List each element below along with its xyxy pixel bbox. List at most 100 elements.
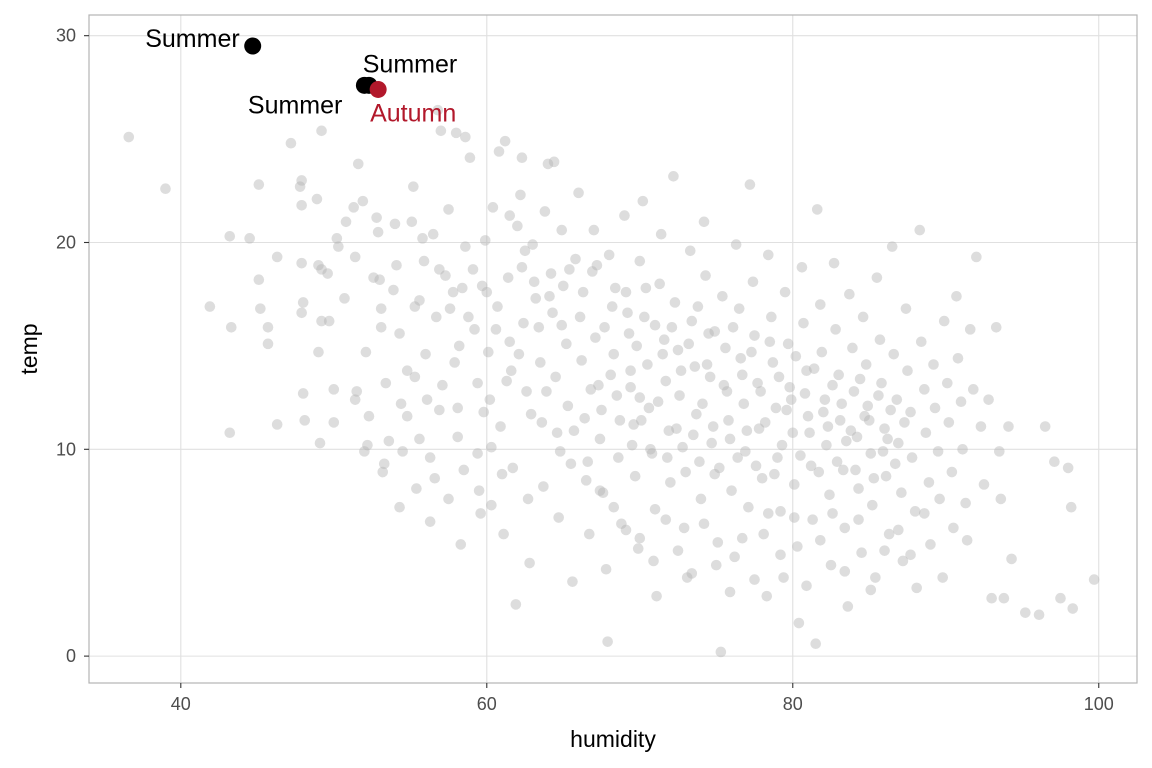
data-point: [389, 218, 401, 230]
data-point: [807, 514, 818, 525]
plot-panel: [89, 15, 1137, 683]
data-point: [753, 423, 765, 434]
data-point: [588, 224, 600, 236]
data-point: [493, 146, 505, 157]
data-point: [516, 152, 528, 163]
data-point: [556, 319, 568, 331]
data-point: [516, 262, 528, 273]
data-point: [262, 321, 274, 333]
data-point: [714, 462, 725, 474]
data-point: [557, 280, 569, 292]
data-point: [296, 199, 307, 211]
data-point: [882, 433, 893, 445]
highlighted-point-autumn: [369, 80, 387, 98]
data-point: [444, 303, 456, 314]
data-point: [590, 332, 601, 343]
data-point: [831, 456, 843, 468]
data-point: [865, 448, 877, 459]
data-point: [432, 104, 444, 116]
data-point: [632, 543, 644, 554]
data-point: [457, 282, 468, 294]
data-point: [902, 365, 913, 377]
data-point: [352, 158, 364, 170]
data-point: [704, 371, 716, 383]
data-point: [634, 532, 646, 544]
data-point: [628, 419, 639, 430]
data-point: [986, 592, 997, 604]
data-point: [885, 404, 896, 416]
data-point: [594, 485, 606, 496]
data-point: [401, 410, 413, 422]
data-point: [417, 233, 428, 244]
data-point: [784, 381, 796, 393]
data-point: [574, 311, 586, 323]
data-point: [674, 390, 685, 401]
data-point: [779, 286, 791, 298]
data-point: [844, 288, 855, 300]
data-point: [720, 342, 731, 354]
data-point: [583, 528, 595, 540]
data-point: [414, 433, 425, 445]
data-point: [225, 321, 237, 333]
data-point: [706, 437, 717, 449]
data-point: [299, 415, 311, 426]
data-point: [296, 257, 307, 269]
data-point: [316, 315, 327, 327]
data-point: [609, 282, 621, 294]
data-point: [707, 421, 719, 432]
data-point: [524, 557, 535, 569]
data-point: [788, 512, 800, 523]
data-point: [905, 549, 916, 561]
data-point: [724, 433, 736, 445]
data-point: [530, 293, 542, 304]
data-point: [447, 286, 459, 298]
data-point: [397, 446, 408, 457]
data-point: [645, 444, 656, 455]
data-point: [689, 361, 701, 372]
data-point: [634, 255, 646, 267]
data-point: [736, 369, 748, 381]
data-point: [561, 338, 572, 350]
data-point: [437, 379, 448, 391]
data-point: [518, 317, 529, 329]
data-point: [383, 435, 395, 447]
data-point: [596, 404, 607, 416]
data-point: [643, 402, 655, 414]
data-point: [328, 417, 340, 428]
data-point: [648, 555, 659, 567]
data-point: [538, 481, 549, 492]
data-point: [512, 220, 523, 232]
data-point: [698, 216, 710, 228]
data-point: [851, 431, 863, 443]
data-point: [375, 303, 387, 314]
y-tick-label: 30: [56, 26, 76, 46]
data-point: [499, 135, 511, 147]
data-point: [815, 299, 826, 310]
data-point: [378, 458, 390, 470]
data-point: [710, 559, 722, 571]
data-point: [359, 446, 370, 457]
data-point: [360, 346, 372, 358]
data-point: [816, 346, 828, 358]
data-point: [951, 290, 962, 302]
data-point: [746, 346, 757, 358]
data-point: [622, 307, 633, 319]
data-point: [886, 241, 898, 252]
data-point: [1055, 592, 1066, 604]
data-point: [819, 394, 831, 405]
data-point: [616, 518, 627, 530]
data-point: [668, 171, 679, 182]
data-point: [253, 274, 265, 286]
data-point: [961, 535, 973, 546]
data-point: [772, 452, 783, 463]
data-point: [619, 210, 630, 221]
data-point: [1067, 603, 1079, 614]
data-point: [469, 324, 480, 335]
data-point: [862, 400, 874, 412]
data-point: [591, 259, 603, 271]
data-point: [863, 415, 875, 426]
data-point: [877, 446, 889, 457]
data-point: [582, 456, 594, 468]
data-point: [568, 425, 580, 436]
data-point: [703, 328, 714, 339]
